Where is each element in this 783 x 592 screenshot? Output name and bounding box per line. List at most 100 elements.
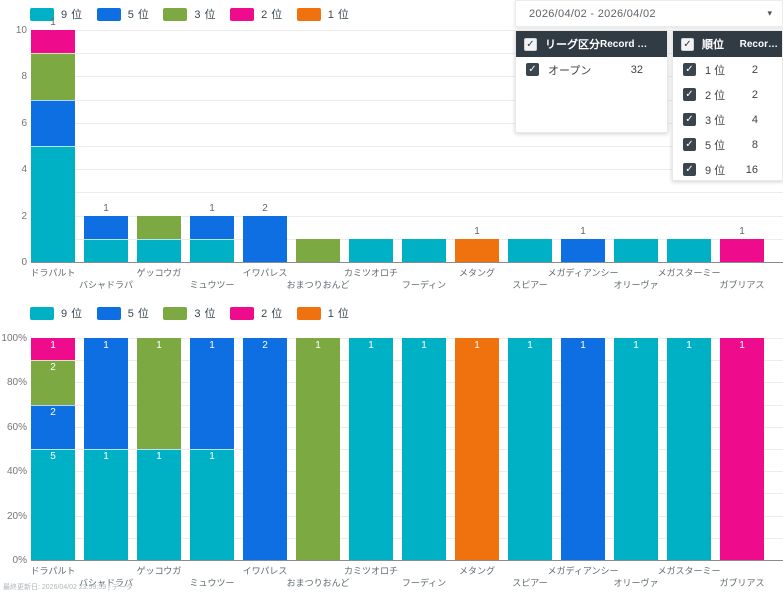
legend-swatch-icon (230, 306, 255, 320)
x-axis-category-label: カミツオロチ (343, 566, 398, 576)
league-select-all-checkbox[interactable]: ✓ (524, 37, 537, 51)
bar-segment-9位[interactable] (667, 238, 711, 262)
legend-label: 2 位 (261, 9, 283, 21)
y-axis-tick: 20% (6, 510, 27, 522)
bar-segment-5位[interactable] (84, 215, 128, 239)
bar-segment-5位[interactable] (190, 338, 234, 449)
x-axis-category-label: フーディン (401, 280, 447, 290)
bar-segment-5位[interactable] (243, 338, 287, 560)
bar-segment-9位[interactable] (84, 238, 128, 262)
legend-item-3位[interactable]: 3 位 (163, 6, 216, 22)
bar-value-label: 2 (262, 202, 268, 214)
bar-segment-9位[interactable] (31, 146, 75, 262)
bar-value-label: 5 (50, 451, 56, 462)
bar-segment-9位[interactable] (31, 449, 75, 560)
bar-segment-2位[interactable] (31, 30, 75, 54)
bar-segment-9位[interactable] (190, 449, 234, 560)
bar-segment-9位[interactable] (614, 238, 658, 262)
legend-swatch-icon (296, 7, 321, 21)
bar-value-label: 2 (50, 406, 56, 418)
legend-swatch-icon (96, 306, 121, 320)
rank-filter-checkbox[interactable]: ✓ (683, 113, 696, 126)
bar-value-label: 1 (633, 340, 639, 351)
bar-segment-3位[interactable] (137, 215, 181, 239)
rank-filter-checkbox[interactable]: ✓ (683, 88, 696, 101)
rank-filter-count: 2 (751, 63, 758, 76)
bar-segment-3位[interactable] (296, 238, 340, 262)
bar-value-label: 1 (103, 340, 109, 351)
bar-segment-5位[interactable] (190, 215, 234, 239)
bar-segment-5位[interactable] (31, 404, 75, 449)
bar-value-label: 2 (50, 362, 56, 374)
legend-swatch-icon (230, 7, 255, 21)
bar-segment-5位[interactable] (243, 215, 287, 262)
rank-filter-checkbox[interactable]: ✓ (683, 63, 696, 76)
legend-item-3位[interactable]: 3 位 (163, 305, 216, 321)
bar-value-label: 1 (368, 340, 374, 351)
legend-item-5位[interactable]: 5 位 (96, 6, 150, 22)
legend-item-9位[interactable]: 9 位 (30, 6, 83, 22)
x-axis-category-label: ゲッコウガ (136, 566, 182, 576)
gridline (31, 30, 783, 31)
y-axis-tick: 4 (21, 164, 27, 176)
date-range-select[interactable]: 2026/04/02 - 2026/04/02 ▾ (515, 0, 783, 27)
bar-segment-1位[interactable] (455, 238, 499, 262)
bar-segment-3位[interactable] (137, 338, 181, 449)
x-axis-category-label: ガブリアス (719, 578, 765, 588)
league-filter-panel: ✓ リーグ区分 Record … ✓ オープン 32 (515, 30, 668, 133)
bar-segment-9位[interactable] (614, 338, 658, 560)
bar-segment-9位[interactable] (508, 238, 552, 262)
rank-filter-count: 4 (751, 113, 758, 126)
bar-segment-9位[interactable] (137, 238, 181, 262)
bar-segment-9位[interactable] (667, 338, 711, 560)
league-filter-row[interactable]: ✓ オープン 32 (516, 57, 667, 82)
x-axis-category-label: おまつりおんど (286, 578, 350, 588)
rank-filter-count: 2 (751, 88, 758, 101)
rank-filter-row[interactable]: ✓ 2 位 2 (673, 82, 782, 107)
rank-filter-label: 1 位 (705, 64, 726, 77)
bar-segment-3位[interactable] (296, 338, 340, 560)
rank-select-all-checkbox[interactable]: ✓ (681, 37, 694, 51)
bar-segment-5位[interactable] (31, 99, 75, 146)
legend-swatch-icon (30, 7, 54, 21)
bar-segment-9位[interactable] (402, 238, 446, 262)
gridline (31, 215, 783, 217)
y-axis-tick: 6 (21, 117, 27, 129)
league-filter-checkbox[interactable]: ✓ (526, 63, 539, 76)
legend-item-2位[interactable]: 2 位 (230, 305, 283, 321)
legend-item-1位[interactable]: 1 位 (296, 6, 350, 22)
rank-filter-checkbox[interactable]: ✓ (683, 138, 696, 151)
legend-item-2位[interactable]: 2 位 (230, 6, 283, 22)
bar-segment-5位[interactable] (84, 338, 128, 449)
legend-item-5位[interactable]: 5 位 (96, 305, 150, 321)
bar-segment-5位[interactable] (561, 238, 605, 262)
x-axis-line (31, 560, 783, 561)
bar-segment-2位[interactable] (720, 338, 764, 560)
legend-item-9位[interactable]: 9 位 (30, 305, 83, 321)
bar-segment-3位[interactable] (31, 360, 75, 405)
bar-segment-9位[interactable] (508, 338, 552, 560)
x-axis-category-label: フーディン (401, 578, 447, 588)
bar-segment-9位[interactable] (349, 338, 393, 560)
bar-segment-9位[interactable] (349, 238, 393, 262)
x-axis-category-label: イワパレス (242, 566, 288, 576)
bar-segment-9位[interactable] (402, 338, 446, 560)
rank-filter-row[interactable]: ✓ 5 位 8 (673, 132, 782, 157)
bar-segment-2位[interactable] (720, 238, 764, 262)
y-axis-tick: 40% (6, 466, 27, 478)
rank-filter-row[interactable]: ✓ 3 位 4 (673, 107, 782, 132)
rank-filter-row[interactable]: ✓ 9 位 16 (673, 157, 782, 182)
x-axis-category-label: メタング (458, 566, 495, 576)
bar-segment-2位[interactable] (31, 338, 75, 361)
bar-segment-9位[interactable] (84, 449, 128, 560)
bar-segment-9位[interactable] (190, 238, 234, 262)
bar-segment-5位[interactable] (561, 338, 605, 560)
rank-filter-checkbox[interactable]: ✓ (683, 163, 696, 176)
legend-label: 3 位 (194, 9, 217, 21)
bar-segment-3位[interactable] (31, 53, 75, 100)
bar-segment-9位[interactable] (137, 449, 181, 560)
legend-item-1位[interactable]: 1 位 (296, 305, 350, 321)
bar-segment-1位[interactable] (455, 338, 499, 560)
bar-value-label: 1 (421, 340, 427, 351)
rank-filter-row[interactable]: ✓ 1 位 2 (673, 57, 782, 82)
